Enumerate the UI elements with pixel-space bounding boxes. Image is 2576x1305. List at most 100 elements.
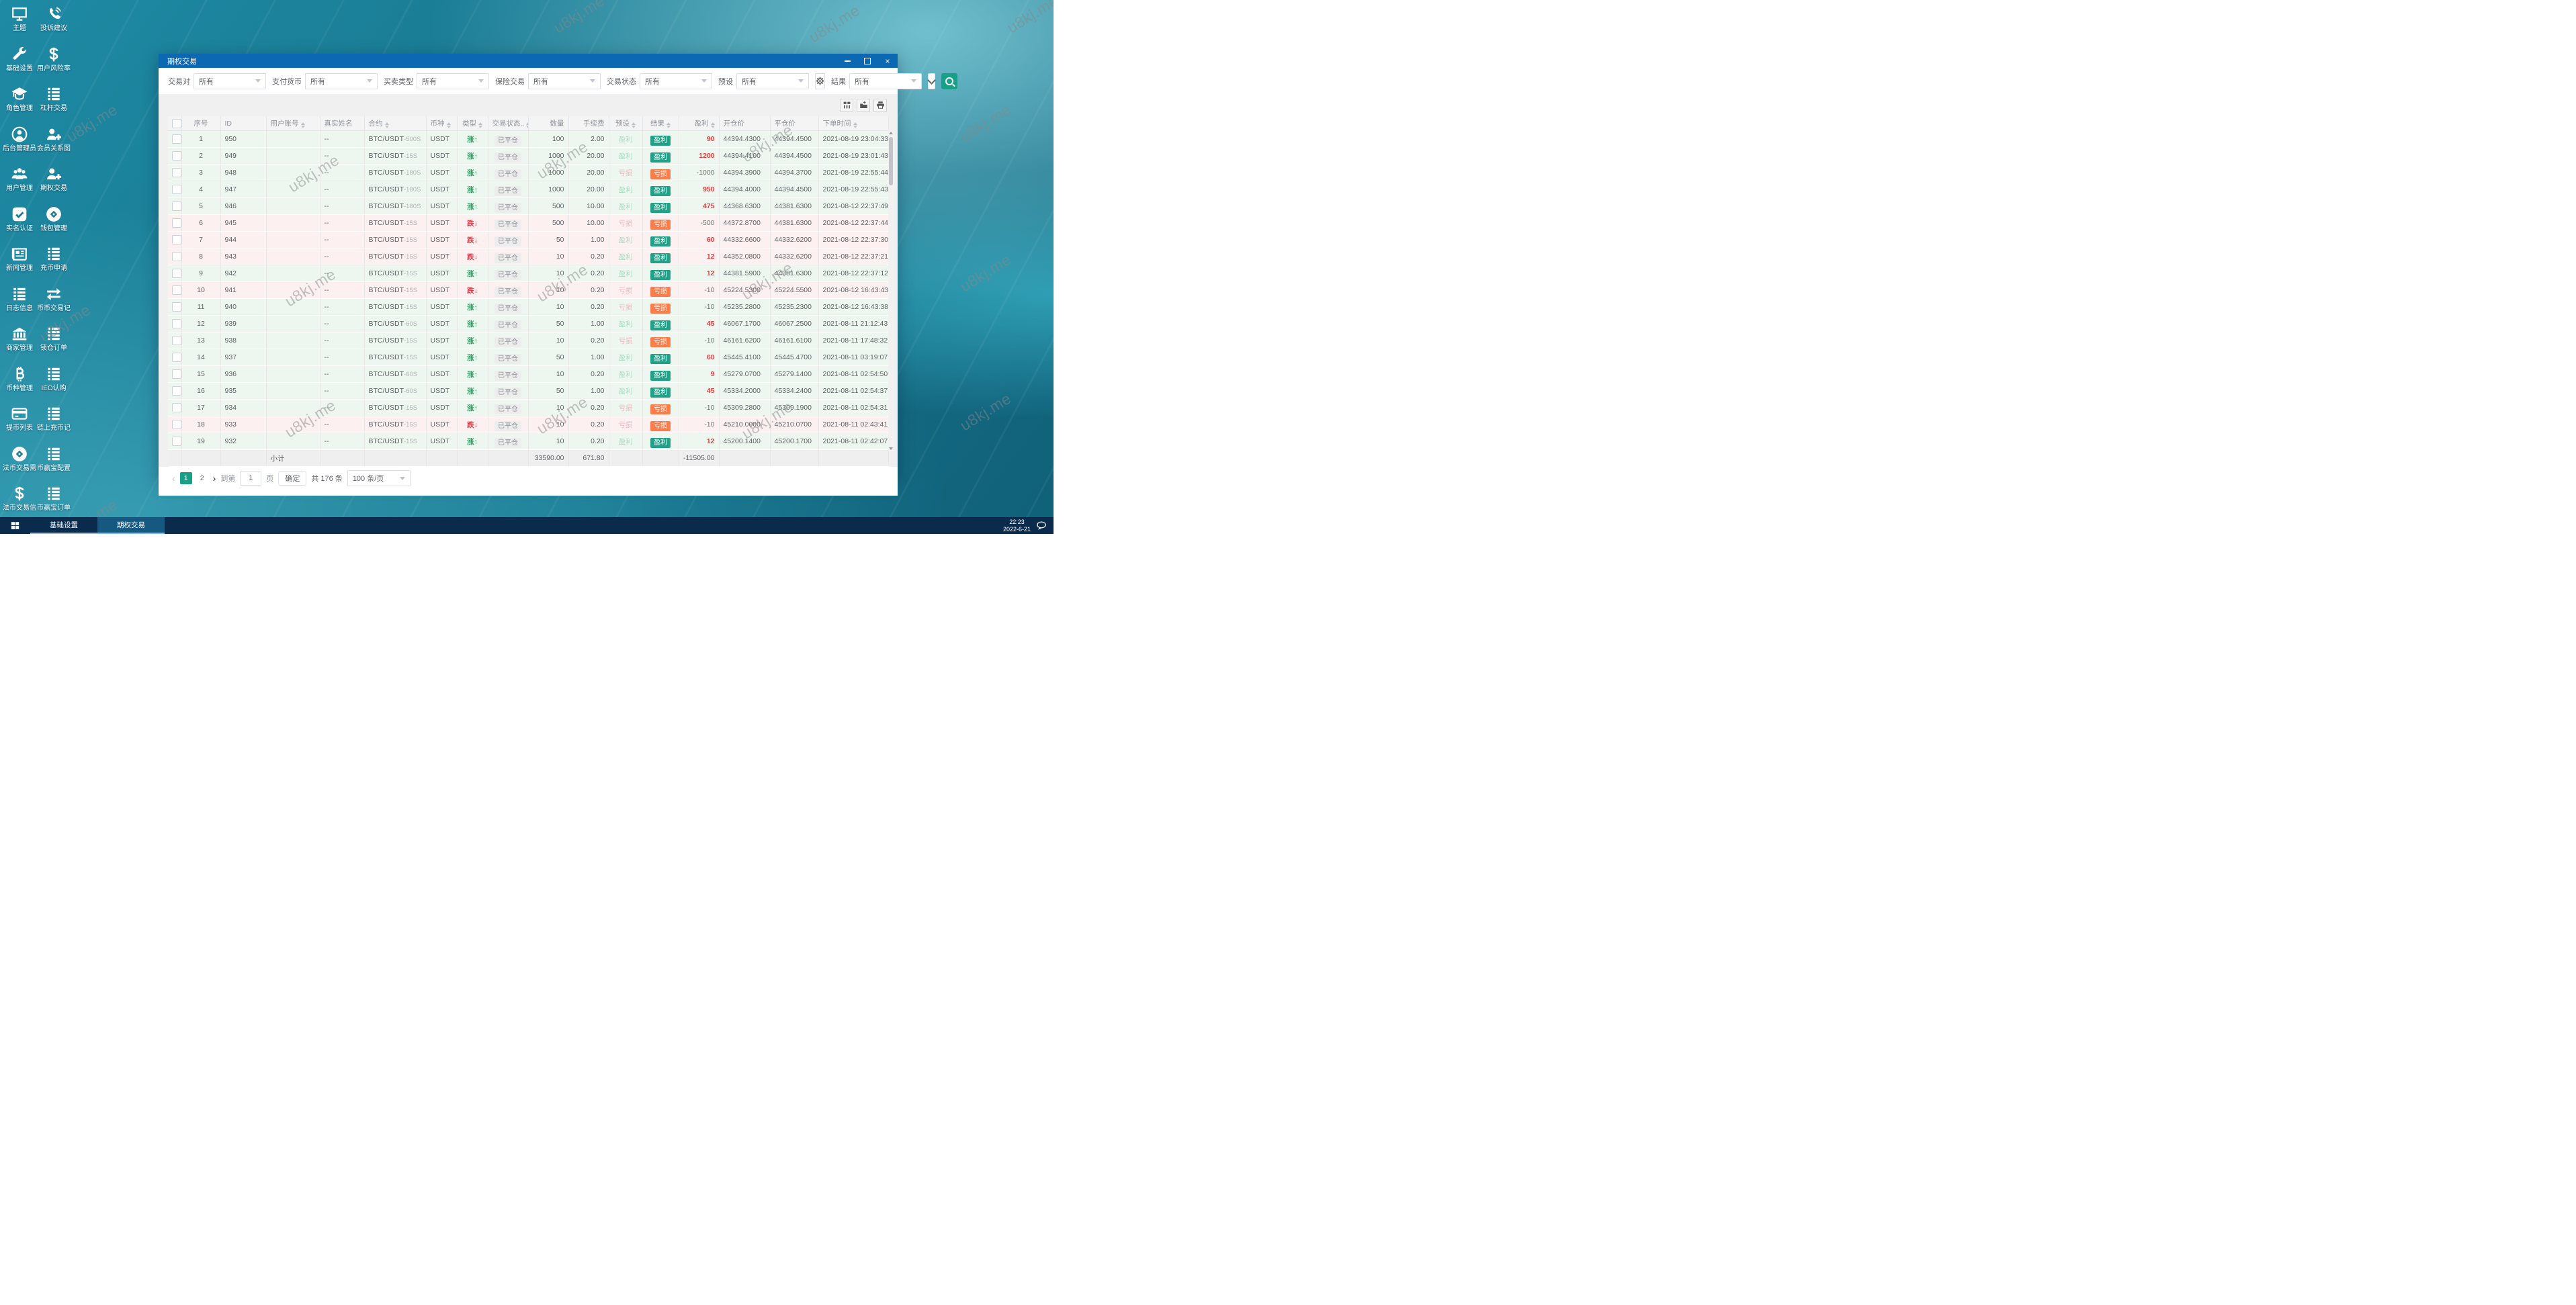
desktop-icon[interactable]: 锁仓订单 bbox=[38, 324, 69, 353]
desktop-icon[interactable]: 期权交易 bbox=[38, 164, 69, 193]
desktop-icon[interactable]: 后台管理员 bbox=[3, 124, 36, 153]
desktop-icon[interactable]: 提币列表 bbox=[4, 404, 35, 433]
column-header[interactable]: 结果 bbox=[642, 116, 679, 131]
row-checkbox[interactable] bbox=[172, 235, 181, 244]
row-checkbox[interactable] bbox=[172, 269, 181, 278]
desktop-icon[interactable]: 日志信息 bbox=[4, 284, 35, 313]
row-checkbox[interactable] bbox=[172, 369, 181, 379]
minimize-button[interactable] bbox=[837, 54, 857, 68]
preset-gear-button[interactable] bbox=[815, 73, 825, 89]
row-checkbox[interactable] bbox=[172, 185, 181, 194]
desktop-icon[interactable]: 主题 bbox=[4, 4, 35, 33]
desktop-icon[interactable]: 商家管理 bbox=[4, 324, 35, 353]
desktop-icon[interactable]: 投诉建议 bbox=[38, 4, 69, 33]
page-button[interactable]: 2 bbox=[200, 474, 204, 482]
print-button[interactable] bbox=[873, 98, 887, 112]
scrollbar-thumb[interactable] bbox=[889, 137, 893, 185]
row-checkbox[interactable] bbox=[172, 252, 181, 261]
desktop-icon[interactable]: 基础设置 bbox=[4, 44, 35, 73]
row-checkbox[interactable] bbox=[172, 218, 181, 228]
desktop-icon[interactable]: 充币申请 bbox=[38, 244, 69, 273]
column-header[interactable]: 下单时间 bbox=[818, 116, 889, 131]
columns-button[interactable] bbox=[840, 98, 853, 112]
row-checkbox[interactable] bbox=[172, 403, 181, 412]
row-checkbox[interactable] bbox=[172, 151, 181, 161]
row-checkbox[interactable] bbox=[172, 319, 181, 328]
sort-arrows-icon[interactable] bbox=[710, 122, 715, 128]
sort-arrows-icon[interactable] bbox=[384, 122, 389, 128]
sort-arrows-icon[interactable] bbox=[300, 122, 305, 128]
desktop-icon[interactable]: 币赢宝订单 bbox=[37, 484, 71, 512]
desktop-icon[interactable]: 币种管理 bbox=[4, 364, 35, 393]
desktop-icon[interactable]: 币赢宝配置 bbox=[37, 444, 71, 473]
desktop-icon[interactable]: 法币交易信 bbox=[3, 484, 36, 512]
notifications-button[interactable] bbox=[1036, 521, 1047, 530]
taskbar-app[interactable]: 期权交易 bbox=[97, 517, 165, 534]
filter-select[interactable]: 所有 bbox=[736, 73, 809, 89]
row-checkbox[interactable] bbox=[172, 353, 181, 362]
taskbar-clock[interactable]: 22:23 2022-6-21 bbox=[1003, 519, 1031, 533]
maximize-button[interactable] bbox=[857, 54, 877, 68]
table-scrollbar[interactable] bbox=[888, 130, 894, 451]
filter-select[interactable]: 所有 bbox=[640, 73, 712, 89]
export-button[interactable] bbox=[857, 98, 870, 112]
desktop-icon[interactable]: 法币交易需 bbox=[3, 444, 36, 473]
sort-arrows-icon[interactable] bbox=[446, 122, 451, 128]
row-checkbox[interactable] bbox=[172, 201, 181, 211]
next-page-button[interactable]: › bbox=[212, 473, 216, 484]
row-checkbox[interactable] bbox=[172, 285, 181, 295]
desktop-icon[interactable]: 钱包管理 bbox=[38, 204, 69, 233]
select-all-checkbox[interactable] bbox=[172, 118, 181, 128]
desktop-icon[interactable]: 角色管理 bbox=[4, 84, 35, 113]
page-button[interactable]: 1 bbox=[179, 472, 192, 484]
desktop-icon[interactable]: 实名认证 bbox=[4, 204, 35, 233]
column-header[interactable]: 预设 bbox=[609, 116, 643, 131]
desktop-icon[interactable]: 链上充币记 bbox=[37, 404, 71, 433]
row-checkbox[interactable] bbox=[172, 420, 181, 429]
scroll-down-icon[interactable] bbox=[889, 447, 893, 450]
filter-select[interactable]: 所有 bbox=[849, 73, 922, 89]
row-checkbox[interactable] bbox=[172, 168, 181, 177]
filter-select[interactable]: 所有 bbox=[305, 73, 378, 89]
sort-arrows-icon[interactable] bbox=[632, 122, 636, 128]
desktop-icon[interactable]: 用户管理 bbox=[4, 164, 35, 193]
page-size-select[interactable]: 100 条/页 bbox=[347, 470, 411, 486]
sort-arrows-icon[interactable] bbox=[478, 122, 482, 128]
desktop-icon[interactable]: 新闻管理 bbox=[4, 244, 35, 273]
column-header[interactable]: 用户账号 bbox=[266, 116, 320, 131]
column-header[interactable]: 合约 bbox=[364, 116, 427, 131]
desktop-icon[interactable]: 用户风险率 bbox=[37, 44, 71, 73]
row-checkbox[interactable] bbox=[172, 302, 181, 312]
window-titlebar[interactable]: 期权交易 × bbox=[159, 54, 898, 68]
desktop-icon[interactable]: 币币交易记 bbox=[37, 284, 71, 313]
row-checkbox[interactable] bbox=[172, 336, 181, 345]
row-checkbox[interactable] bbox=[172, 386, 181, 396]
taskbar-app[interactable]: 基础设置 bbox=[30, 517, 97, 534]
filter-select[interactable]: 所有 bbox=[528, 73, 601, 89]
row-checkbox[interactable] bbox=[172, 134, 181, 144]
column-header[interactable]: 交易状态.. bbox=[488, 116, 529, 131]
sort-arrows-icon[interactable] bbox=[667, 122, 671, 128]
confirm-button[interactable]: 确定 bbox=[278, 471, 307, 486]
row-checkbox[interactable] bbox=[172, 437, 181, 446]
column-header[interactable]: 盈利 bbox=[679, 116, 720, 131]
cell-fee: 1.00 bbox=[568, 315, 609, 332]
search-button[interactable] bbox=[941, 73, 957, 89]
prev-page-button[interactable]: ‹ bbox=[172, 473, 175, 484]
cell-account bbox=[266, 147, 320, 165]
cell-profit: -10 bbox=[679, 298, 719, 316]
collapse-filters-button[interactable] bbox=[927, 73, 936, 89]
desktop-icon[interactable]: 杠杆交易 bbox=[38, 84, 69, 113]
scroll-up-icon[interactable] bbox=[889, 132, 893, 134]
goto-page-input[interactable] bbox=[240, 471, 262, 486]
start-button[interactable] bbox=[0, 517, 30, 534]
column-header[interactable]: 币种 bbox=[426, 116, 458, 131]
column-header[interactable]: 类型 bbox=[457, 116, 488, 131]
filter-select[interactable]: 所有 bbox=[194, 73, 266, 89]
desktop-icon[interactable]: 会员关系图 bbox=[37, 124, 71, 153]
desktop-icon[interactable]: IEO认购 bbox=[38, 364, 69, 393]
close-button[interactable]: × bbox=[877, 54, 898, 68]
sort-arrows-icon[interactable] bbox=[853, 122, 857, 128]
sort-arrows-icon[interactable] bbox=[526, 122, 527, 128]
filter-select[interactable]: 所有 bbox=[417, 73, 489, 89]
